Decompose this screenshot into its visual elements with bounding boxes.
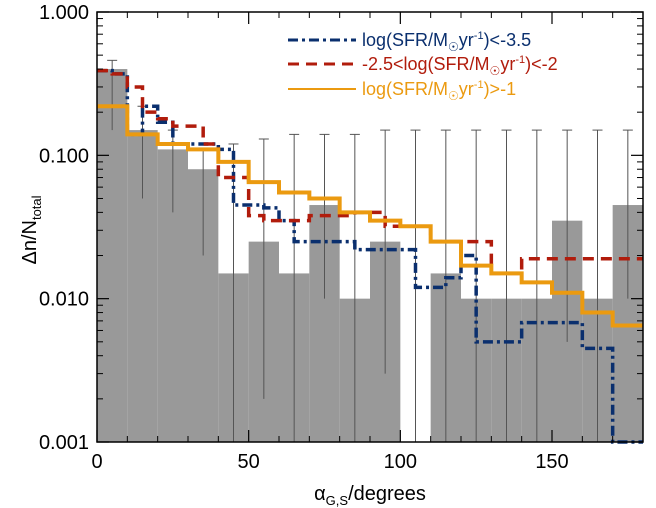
x-tick-label: 50 bbox=[238, 451, 260, 473]
legend: log(SFR/M☉yr-1)<-3.5-2.5<log(SFR/M☉yr-1)… bbox=[288, 30, 558, 103]
axes: 0 50 100 150 0.001 0.010 0.100 1.000 bbox=[39, 2, 644, 473]
series-lines bbox=[97, 68, 643, 444]
y-tick-label: 1.000 bbox=[39, 2, 89, 24]
gray-histogram-bars bbox=[97, 69, 643, 443]
x-axis-label: αG,S/degrees bbox=[314, 483, 426, 508]
series-line bbox=[97, 68, 643, 276]
y-axis-label: Δn/Ntotal bbox=[19, 195, 44, 264]
y-tick-label: 0.010 bbox=[39, 289, 89, 311]
x-tick-label: 100 bbox=[384, 451, 417, 473]
y-tick-label: 0.100 bbox=[39, 145, 89, 167]
series-line bbox=[97, 104, 643, 328]
legend-label: log(SFR/M☉yr-1)>-1 bbox=[362, 79, 516, 103]
legend-label: -2.5<log(SFR/M☉yr-1)<-2 bbox=[362, 54, 558, 78]
x-tick-label: 0 bbox=[91, 451, 102, 473]
x-tick-label: 150 bbox=[535, 451, 568, 473]
legend-label: log(SFR/M☉yr-1)<-3.5 bbox=[362, 30, 531, 54]
y-tick-label: 0.001 bbox=[39, 432, 89, 454]
